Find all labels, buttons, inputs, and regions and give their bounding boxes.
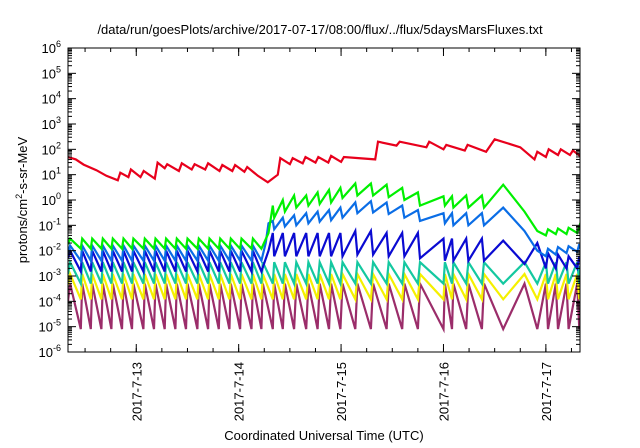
y-tick-exponent: -1 [53,216,61,226]
y-tick-base: 10 [42,193,56,208]
y-tick-exponent: -6 [53,343,61,353]
series-group [68,138,580,334]
y-tick-label: 103 [42,115,61,132]
y-tick-exponent: 6 [56,39,61,49]
y-tick-label: 106 [42,39,61,56]
y-tick-base: 10 [42,66,56,81]
series-line-0 [68,138,580,184]
y-tick-base: 10 [39,345,53,360]
x-tick-label: 2017-7-17 [539,362,554,421]
y-tick-label: 10-5 [39,318,61,335]
y-tick-label: 102 [42,140,61,157]
y-tick-label: 10-3 [39,267,61,284]
y-tick-label: 101 [42,166,61,183]
y-tick-exponent: -4 [53,292,61,302]
y-tick-exponent: 1 [56,166,61,176]
axes-layer: 10-610-510-410-310-210-11001011021031041… [39,39,581,421]
x-axis-label: Coordinated Universal Time (UTC) [224,428,424,443]
y-tick-exponent: 3 [56,115,61,125]
x-tick-label: 2017-7-13 [129,362,144,421]
y-tick-label: 104 [42,90,61,107]
series-line-5 [68,269,580,304]
y-tick-base: 10 [39,269,53,284]
y-tick-base: 10 [39,244,53,259]
chart-title: /data/run/goesPlots/archive/2017-07-17/0… [97,22,543,37]
series-line-2 [68,199,580,265]
series-line-6 [68,279,580,334]
y-tick-base: 10 [42,168,56,183]
series-layer [68,138,580,334]
y-tick-exponent: 0 [56,191,61,201]
y-tick-base: 10 [39,320,53,335]
y-tick-label: 105 [42,64,61,81]
y-tick-base: 10 [42,117,56,132]
y-tick-label: 100 [42,191,61,208]
y-tick-exponent: 2 [56,140,61,150]
y-tick-base: 10 [42,41,56,56]
y-tick-label: 10-1 [39,216,61,233]
y-tick-base: 10 [42,142,56,157]
y-tick-exponent: -3 [53,267,61,277]
y-tick-base: 10 [42,92,56,107]
y-tick-exponent: -2 [53,242,61,252]
series-line-3 [68,227,580,276]
y-tick-label: 10-6 [39,343,61,360]
y-tick-base: 10 [39,294,53,309]
x-tick-label: 2017-7-15 [334,362,349,421]
y-tick-base: 10 [39,218,53,233]
x-tick-label: 2017-7-14 [232,362,247,421]
y-tick-exponent: -5 [53,318,61,328]
x-tick-label: 2017-7-16 [436,362,451,421]
y-tick-exponent: 4 [56,90,61,100]
series-line-4 [68,257,580,288]
series-line-1 [68,181,580,252]
y-tick-label: 10-4 [39,292,61,309]
y-tick-exponent: 5 [56,64,61,74]
y-tick-label: 10-2 [39,242,61,259]
